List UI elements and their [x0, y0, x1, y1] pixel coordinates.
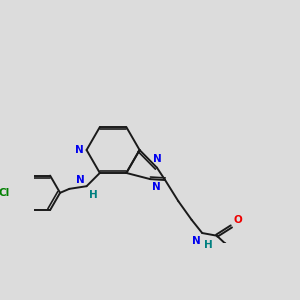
Text: Cl: Cl — [0, 188, 10, 198]
Text: H: H — [204, 240, 213, 250]
Text: O: O — [233, 215, 242, 225]
Text: N: N — [153, 154, 161, 164]
Text: H: H — [89, 190, 98, 200]
Text: N: N — [152, 182, 161, 192]
Text: N: N — [76, 175, 85, 185]
Text: N: N — [75, 145, 83, 155]
Text: N: N — [192, 236, 201, 246]
